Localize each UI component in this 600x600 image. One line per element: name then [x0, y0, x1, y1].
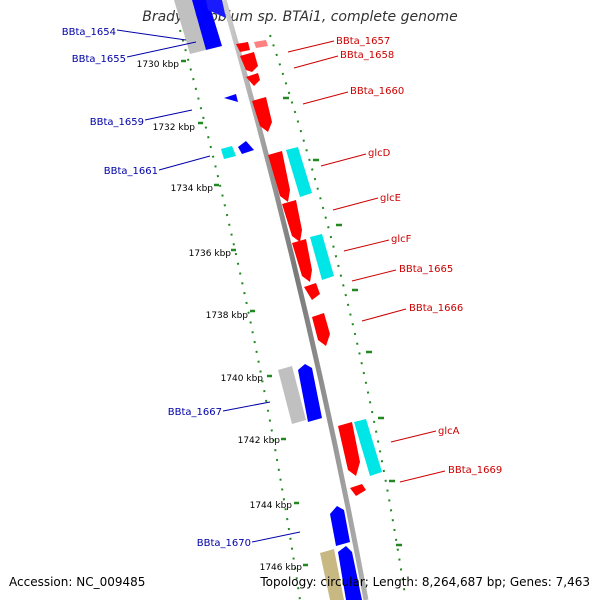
gene-bbta-1654[interactable]: [192, 0, 222, 50]
gene-bbta-1667[interactable]: [298, 364, 322, 422]
leader-line: [126, 41, 197, 58]
gene-bbta-1661-feature[interactable]: [221, 146, 236, 159]
label-bbta-1661[interactable]: BBta_1661: [104, 166, 158, 177]
leader-line: [287, 40, 335, 53]
gene-glce[interactable]: [282, 200, 302, 242]
kbp-label: 1740 kbp: [221, 374, 264, 384]
gene-glca[interactable]: [338, 422, 360, 476]
gene-bbta-1655[interactable]: [206, 0, 226, 18]
gene-glca-feature[interactable]: [354, 419, 382, 476]
gene-bbta-1670-pseudo[interactable]: [320, 549, 344, 600]
leader-line: [361, 308, 407, 322]
gene-bbta-1654-feature[interactable]: [174, 0, 206, 54]
gene-glcd[interactable]: [268, 151, 290, 202]
label-bbta-1660[interactable]: BBta_1660: [350, 86, 404, 97]
label-glcf[interactable]: glcF: [391, 234, 412, 245]
leader-line: [390, 430, 437, 443]
reverse-strand-features: [174, 0, 362, 600]
label-bbta-1654[interactable]: BBta_1654: [62, 27, 116, 38]
leader-line: [399, 470, 446, 483]
kbp-labels: 1730 kbp 1732 kbp 1734 kbp 1736 kbp 1738…: [137, 60, 303, 573]
label-bbta-1657[interactable]: BBta_1657: [336, 36, 390, 47]
gene-bbta-1669[interactable]: [350, 484, 366, 496]
forward-gene-labels: BBta_1657 BBta_1658 BBta_1660 glcD glcE …: [287, 36, 502, 483]
label-bbta-1658[interactable]: BBta_1658: [340, 50, 394, 61]
leader-line: [302, 91, 349, 105]
kbp-label: 1732 kbp: [153, 123, 196, 133]
label-glca[interactable]: glcA: [438, 426, 460, 437]
gene-bbta-1658[interactable]: [240, 52, 258, 72]
gene-bbta-1667-feature[interactable]: [278, 366, 306, 424]
major-ticks: [181, 59, 402, 567]
leader-line: [351, 269, 397, 282]
label-bbta-1659[interactable]: BBta_1659: [90, 117, 144, 128]
summary-text: Topology: circular; Length: 8,264,687 bp…: [260, 575, 590, 589]
gene-bbta-1665[interactable]: [304, 283, 320, 300]
kbp-label: 1742 kbp: [238, 436, 281, 446]
leader-line: [343, 239, 390, 252]
gene-bbta-1670-a[interactable]: [330, 506, 350, 546]
leader-line: [320, 153, 367, 167]
gene-bbta-1661[interactable]: [238, 141, 254, 154]
gene-bbta-1657[interactable]: [236, 42, 250, 52]
label-glce[interactable]: glcE: [380, 193, 401, 204]
forward-strand-features: [236, 40, 382, 496]
kbp-label: 1736 kbp: [189, 249, 232, 259]
label-bbta-1667[interactable]: BBta_1667: [168, 407, 222, 418]
label-bbta-1655[interactable]: BBta_1655: [72, 54, 126, 65]
label-bbta-1669[interactable]: BBta_1669: [448, 465, 502, 476]
accession-text: Accession: NC_009485: [9, 575, 146, 589]
gene-glcd-feature[interactable]: [286, 147, 312, 197]
leader-line: [222, 401, 271, 412]
kbp-label: 1744 kbp: [250, 501, 293, 511]
leader-line: [332, 197, 379, 211]
genome-backbone: [221, 0, 369, 600]
leader-line: [144, 109, 193, 121]
leader-line: [251, 531, 301, 543]
gene-bbta-1670-b[interactable]: [338, 546, 362, 600]
gene-bbta-1658-b[interactable]: [246, 73, 260, 86]
gene-bbta-1659[interactable]: [224, 94, 238, 102]
label-bbta-1665[interactable]: BBta_1665: [399, 264, 453, 275]
kbp-label: 1730 kbp: [137, 60, 180, 70]
gene-glcf[interactable]: [292, 239, 312, 282]
leader-line: [158, 155, 211, 171]
label-glcd[interactable]: glcD: [368, 148, 391, 159]
label-bbta-1670[interactable]: BBta_1670: [197, 538, 251, 549]
kbp-label: 1738 kbp: [206, 311, 249, 321]
kbp-label: 1734 kbp: [171, 184, 214, 194]
gene-bbta-1666[interactable]: [312, 313, 330, 346]
gene-bbta-1657-feature[interactable]: [254, 40, 268, 48]
gene-glcf-feature[interactable]: [310, 234, 334, 280]
gene-bbta-1660[interactable]: [252, 97, 272, 132]
leader-line: [293, 55, 339, 69]
reverse-gene-labels: BBta_1654 BBta_1655 BBta_1659 BBta_1661 …: [62, 27, 301, 549]
label-bbta-1666[interactable]: BBta_1666: [409, 303, 463, 314]
leader-line: [116, 29, 187, 41]
kbp-label: 1746 kbp: [260, 563, 303, 573]
